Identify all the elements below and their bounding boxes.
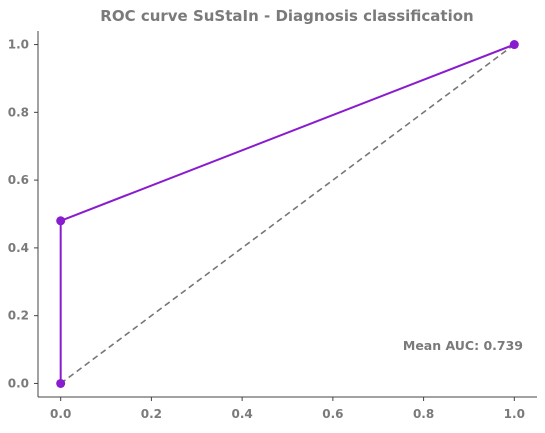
x-ticks: 0.0 0.2 0.4 0.6 0.8 1.0 <box>50 397 525 421</box>
y-tick-label: 1.0 <box>8 38 29 52</box>
x-tick-label: 1.0 <box>504 407 525 421</box>
y-tick-label: 0.2 <box>8 309 29 323</box>
y-ticks: 0.0 0.2 0.4 0.6 0.8 1.0 <box>8 38 38 390</box>
chart-title: ROC curve SuStaIn - Diagnosis classifica… <box>100 7 473 25</box>
y-tick-label: 0.8 <box>8 105 29 119</box>
roc-point <box>56 216 66 226</box>
y-tick-label: 0.6 <box>8 173 29 187</box>
y-tick-label: 0.4 <box>8 241 29 255</box>
x-tick-label: 0.6 <box>322 407 343 421</box>
x-tick-label: 0.0 <box>50 407 71 421</box>
x-tick-label: 0.2 <box>141 407 162 421</box>
x-tick-label: 0.4 <box>232 407 253 421</box>
axes <box>37 31 537 398</box>
roc-point <box>509 40 519 50</box>
series-layer <box>56 40 519 388</box>
roc-point <box>56 378 66 388</box>
x-tick-label: 0.8 <box>413 407 434 421</box>
auc-annotation: Mean AUC: 0.739 <box>403 338 523 353</box>
chance-line <box>60 43 515 385</box>
y-tick-label: 0.0 <box>8 376 29 390</box>
